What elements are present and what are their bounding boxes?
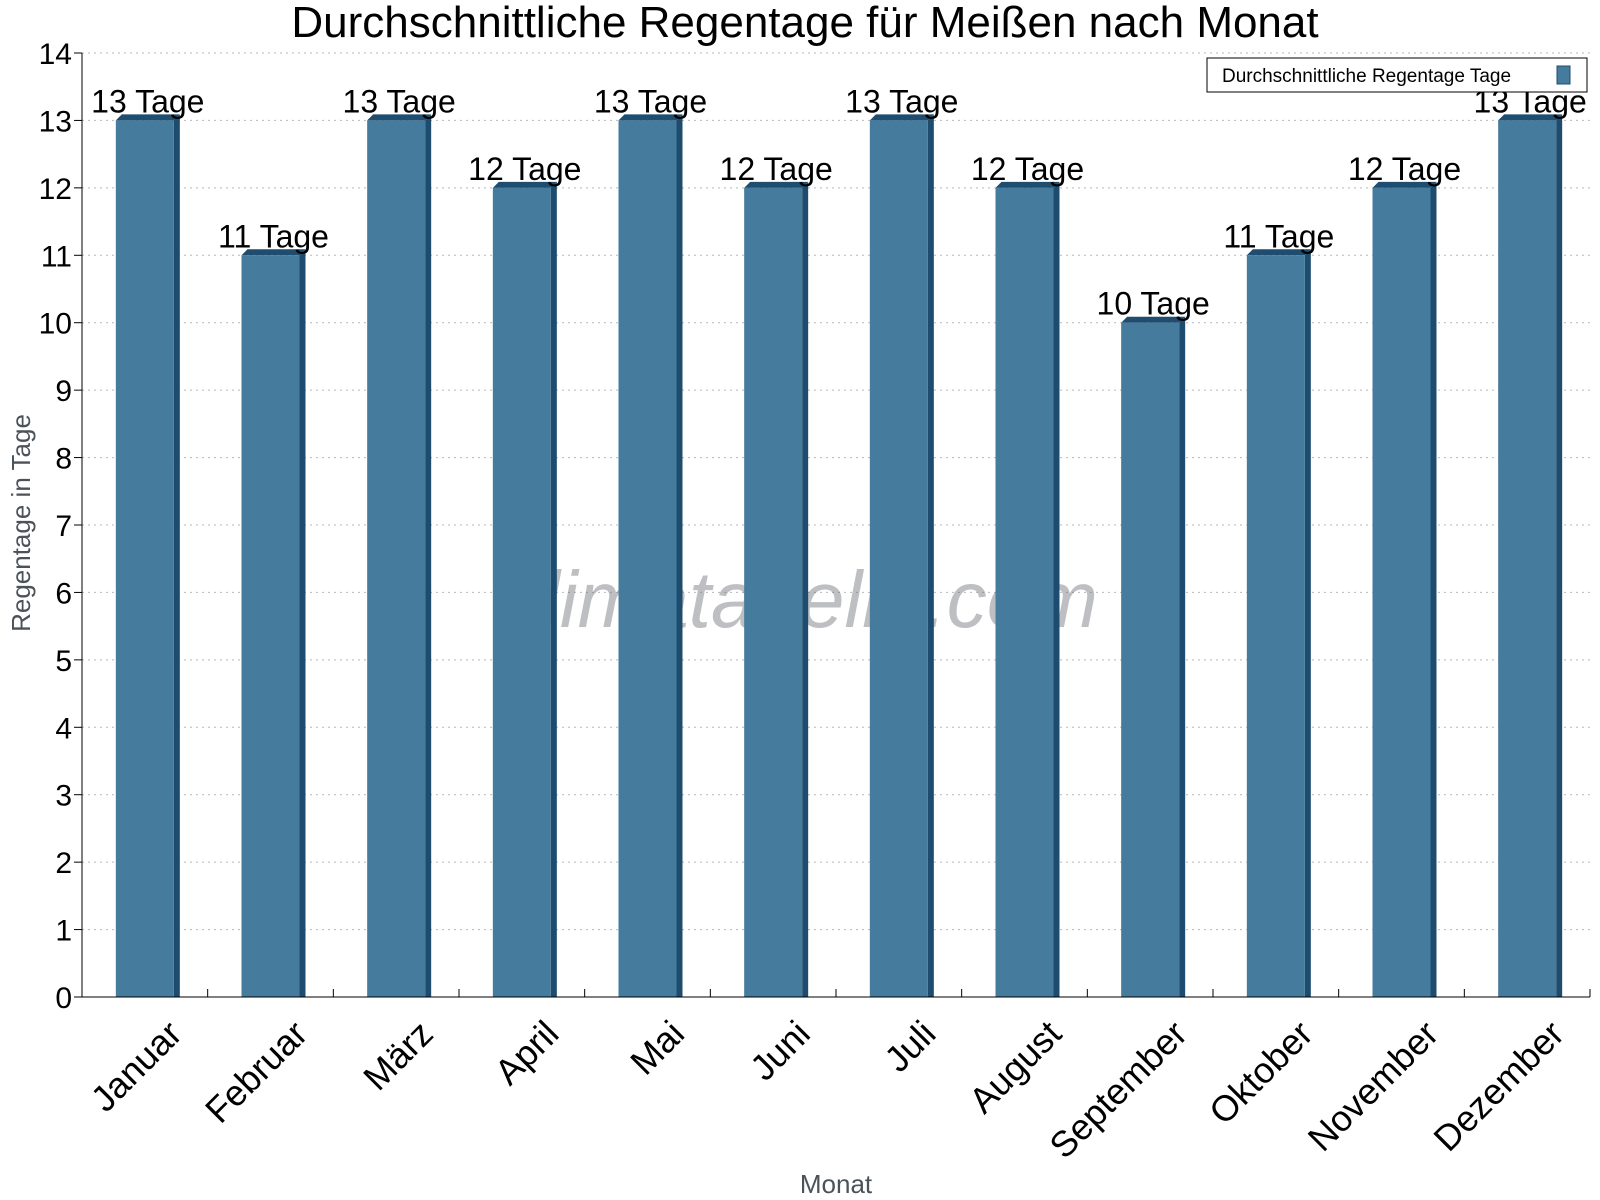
bar-top xyxy=(744,181,809,188)
data-label: 12 Tage xyxy=(720,151,833,187)
data-label: 11 Tage xyxy=(1223,218,1334,254)
bar-top xyxy=(241,249,306,256)
bars xyxy=(115,114,1563,998)
y-tick-label: 4 xyxy=(55,712,72,745)
y-tick-label: 0 xyxy=(55,982,72,1015)
data-label: 12 Tage xyxy=(1348,151,1461,187)
x-tick-label: Februar xyxy=(197,1013,315,1131)
y-tick-label: 14 xyxy=(39,38,72,71)
y-axis-label: Regentage in Tage xyxy=(6,414,36,632)
bar-side xyxy=(802,181,809,997)
x-tick-label: April xyxy=(487,1013,567,1093)
bar xyxy=(618,120,677,997)
data-label: 13 Tage xyxy=(845,83,958,119)
bar-top xyxy=(492,181,557,188)
bar xyxy=(995,187,1054,997)
data-label: 10 Tage xyxy=(1097,286,1210,322)
data-labels: 13 Tage 11 Tage 13 Tage 12 Tage 13 Tage 12 Ta… xyxy=(91,83,1587,321)
bar xyxy=(744,187,803,997)
y-tick-label: 11 xyxy=(41,240,72,273)
x-tick-label: Januar xyxy=(83,1013,190,1120)
y-tick-label: 6 xyxy=(55,577,72,610)
chart-title: Durchschnittliche Regentage für Meißen n… xyxy=(291,0,1318,47)
bar-top xyxy=(618,114,683,121)
bar xyxy=(115,120,174,997)
x-tick-label: Juli xyxy=(876,1013,943,1080)
legend-box xyxy=(1206,57,1588,93)
x-tick-labels: Januar Februar März April Mai Juni Juli AugustS… xyxy=(83,1013,1572,1167)
bar xyxy=(492,187,551,997)
x-axis-label: Monat xyxy=(800,1169,873,1199)
y-tick-label: 1 xyxy=(55,915,72,948)
bar-side xyxy=(299,249,306,998)
data-label: 11 Tage xyxy=(218,218,329,254)
legend: Durchschnittliche Regentage Tage xyxy=(1206,57,1588,93)
bar-side xyxy=(676,114,683,997)
legend-label: Durchschnittliche Regentage Tage xyxy=(1222,66,1511,87)
bar xyxy=(1498,120,1557,997)
bar xyxy=(869,120,928,997)
y-tick-label: 8 xyxy=(55,443,72,476)
bar-top xyxy=(1498,114,1563,121)
bar-top xyxy=(115,114,180,121)
bar xyxy=(1121,322,1180,997)
y-tick-label: 2 xyxy=(55,847,72,880)
bar-top xyxy=(995,181,1060,188)
legend-swatch xyxy=(1556,65,1571,85)
bar xyxy=(1246,255,1305,998)
data-label: 13 Tage xyxy=(91,83,204,119)
bar-side xyxy=(550,181,557,997)
y-tick-label: 12 xyxy=(39,173,72,206)
bar-top xyxy=(1372,181,1437,188)
y-tick-label: 3 xyxy=(55,780,72,813)
x-tick-label: November xyxy=(1300,1013,1446,1159)
x-tick-label: September xyxy=(1041,1013,1195,1167)
y-tick-label: 13 xyxy=(39,105,72,138)
bar-side xyxy=(1179,316,1186,997)
x-tick-label: Juni xyxy=(742,1013,818,1089)
data-label: 12 Tage xyxy=(971,151,1084,187)
x-tick-label: Mai xyxy=(622,1013,692,1083)
bar-side xyxy=(1304,249,1311,998)
data-label: 13 Tage xyxy=(594,83,707,119)
bar-side xyxy=(1053,181,1060,997)
x-tick-label: März xyxy=(355,1013,441,1099)
bar-top xyxy=(869,114,934,121)
bar-top xyxy=(1246,249,1311,256)
x-tick-label: Oktober xyxy=(1201,1013,1321,1133)
bar-top xyxy=(1121,316,1186,323)
bar-top xyxy=(367,114,432,121)
y-tick-label: 9 xyxy=(55,375,72,408)
grid-lines xyxy=(74,52,1590,998)
y-tick-label: 5 xyxy=(55,645,72,678)
bar xyxy=(241,255,300,998)
x-tick-label: August xyxy=(961,1013,1069,1121)
data-label: 13 Tage xyxy=(343,83,456,119)
axes xyxy=(81,53,1591,998)
y-tick-label: 7 xyxy=(55,510,72,543)
bar xyxy=(1372,187,1431,997)
bar-side xyxy=(927,114,934,997)
bar-side xyxy=(425,114,432,997)
x-tick-label: Dezember xyxy=(1425,1013,1571,1159)
bar-side xyxy=(1430,181,1437,997)
bar xyxy=(367,120,426,997)
bar-side xyxy=(173,114,180,997)
data-label: 12 Tage xyxy=(468,151,581,187)
y-tick-label: 10 xyxy=(39,308,72,341)
bar-side xyxy=(1556,114,1563,997)
